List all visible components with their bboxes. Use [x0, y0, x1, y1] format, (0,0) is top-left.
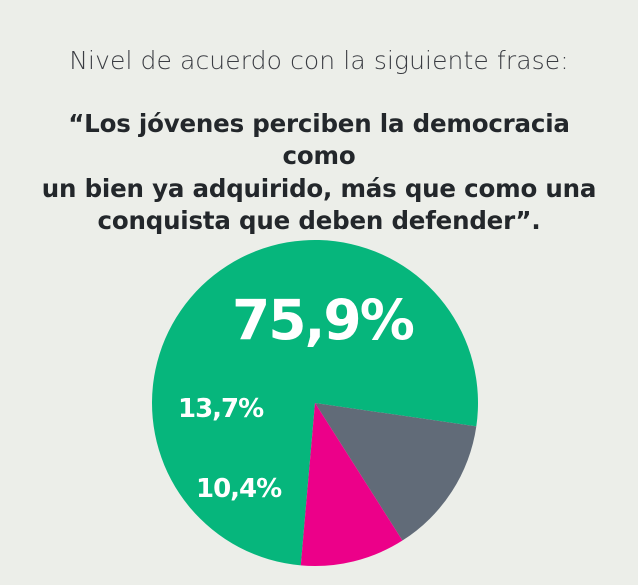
quote-line-1: “Los jóvenes perciben la democracia como — [68, 109, 570, 171]
page-title: “Los jóvenes perciben la democracia como… — [30, 108, 608, 237]
pie-slice-label-minor: 10,4% — [196, 474, 282, 504]
pie-slice-3 — [300, 403, 403, 567]
quote-line-3: conquista que deben defender”. — [97, 205, 541, 235]
pie-slice-label-mid: 13,7% — [178, 394, 264, 424]
page-intro-text: Nivel de acuerdo con la siguiente frase: — [69, 46, 569, 75]
pie-slice-1 — [152, 240, 479, 566]
pie-slice-2 — [315, 403, 477, 541]
pie-slice-label-major: 75,9% — [232, 288, 415, 352]
quote-line-2: un bien ya adquirido, más que como una — [41, 173, 597, 203]
